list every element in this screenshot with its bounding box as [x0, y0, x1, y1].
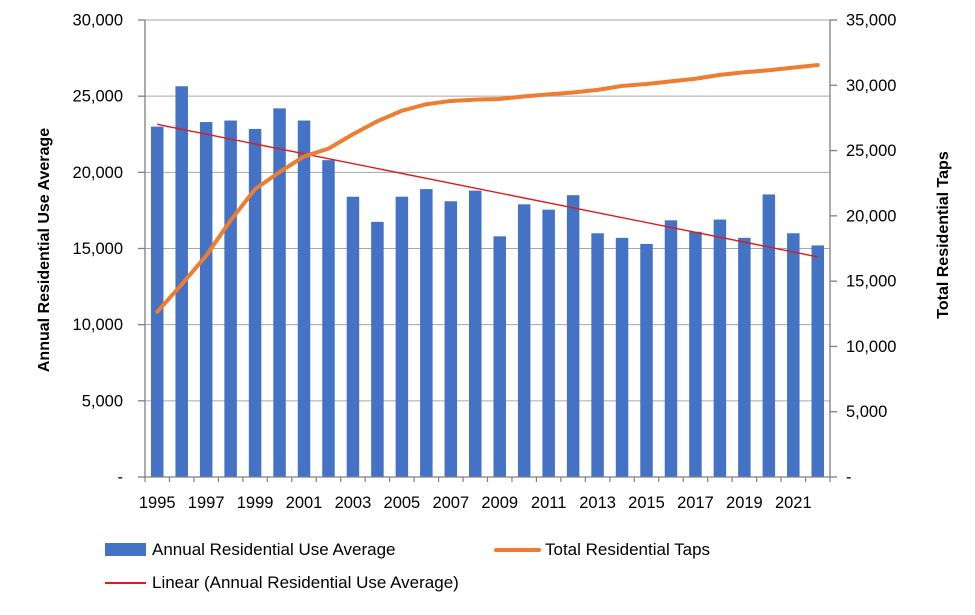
bar-2017: [689, 231, 702, 477]
bar-1995: [150, 126, 164, 477]
left-tick-label: 30,000: [73, 12, 123, 30]
right-tick-label: 30,000: [846, 77, 896, 95]
bar-2018: [713, 219, 727, 477]
bar-2021: [787, 233, 800, 477]
bar-2003: [346, 196, 360, 477]
right-axis-title: Total Residential Taps: [935, 151, 952, 319]
legend-label-taps: Total Residential Taps: [545, 540, 711, 559]
x-tick-label: 2011: [531, 494, 566, 512]
bar-2022: [811, 245, 825, 477]
x-axis-ticks: [144, 477, 831, 482]
left-tick-label: -: [118, 469, 124, 487]
x-tick-label: 2005: [384, 494, 421, 512]
bar-2016: [664, 220, 678, 477]
x-tick-label: 2021: [775, 494, 812, 512]
bar-2000: [273, 108, 286, 477]
left-axis-ticks-and-labels: - 5,000 10,000 15,000 20,000 25,000 30,000: [73, 12, 145, 487]
x-tick-label: 2015: [628, 494, 665, 512]
x-tick-label: 2007: [432, 494, 469, 512]
taps-line: [155, 63, 820, 314]
right-tick-label: 20,000: [846, 207, 896, 225]
bar-2015: [640, 243, 653, 477]
legend-label-trendline: Linear (Annual Residential Use Average): [152, 573, 459, 592]
bar-2014: [615, 237, 629, 477]
bar-1998: [224, 120, 237, 477]
x-tick-label: 2013: [579, 494, 616, 512]
bar-2011: [542, 209, 555, 477]
x-tick-label: 2017: [677, 494, 714, 512]
left-tick-label: 25,000: [73, 88, 123, 106]
x-tick-label: 1997: [188, 494, 225, 512]
right-tick-label: 15,000: [846, 273, 896, 291]
gridlines: [145, 19, 830, 402]
left-tick-label: 10,000: [73, 316, 123, 334]
right-tick-label: 10,000: [846, 338, 896, 356]
right-tick-label: 35,000: [846, 12, 896, 30]
bar-2013: [591, 233, 604, 477]
bar-1999: [248, 128, 262, 477]
legend-label-use-average: Annual Residential Use Average: [152, 540, 396, 559]
bar-1997: [199, 122, 213, 478]
bar-2002: [322, 160, 335, 477]
bar-2001: [297, 120, 311, 477]
bar-2006: [420, 189, 433, 477]
bar-2009: [493, 236, 506, 477]
bar-2008: [469, 190, 482, 477]
bar-2004: [371, 221, 384, 477]
left-tick-label: 15,000: [73, 240, 123, 258]
x-tick-label: 2009: [481, 494, 518, 512]
legend-swatch-taps-line: [494, 548, 541, 552]
left-tick-label: 20,000: [73, 164, 123, 182]
x-tick-label: 2003: [335, 494, 372, 512]
right-axis-ticks-and-labels: - 5,000 10,000 15,000 20,000 25,000 30,000 35,0…: [830, 12, 896, 487]
legend-swatch-bar: [105, 543, 146, 556]
legend-swatch-trendline: [105, 582, 146, 584]
x-tick-label: 2019: [726, 494, 763, 512]
bar-2019: [738, 237, 751, 477]
bar-series-use-average: [150, 86, 825, 478]
x-tick-label: 1995: [139, 494, 176, 512]
x-tick-label: 2001: [286, 494, 323, 512]
bar-2005: [395, 196, 409, 477]
x-axis-labels: 1995 1997 1999 2001 2003 2005 2007 2009 2011 2013…: [139, 494, 812, 512]
right-tick-label: 5,000: [846, 403, 887, 421]
bar-2007: [444, 201, 458, 477]
right-tick-label: -: [846, 469, 852, 487]
bar-2020: [762, 194, 776, 477]
left-tick-label: 5,000: [82, 392, 123, 410]
bar-2012: [566, 195, 580, 477]
left-axis-title: Annual Residential Use Average: [36, 127, 53, 373]
x-tick-label: 1999: [237, 494, 274, 512]
right-tick-label: 25,000: [846, 142, 896, 160]
bar-2010: [517, 204, 531, 477]
linear-trendline: [157, 123, 818, 258]
